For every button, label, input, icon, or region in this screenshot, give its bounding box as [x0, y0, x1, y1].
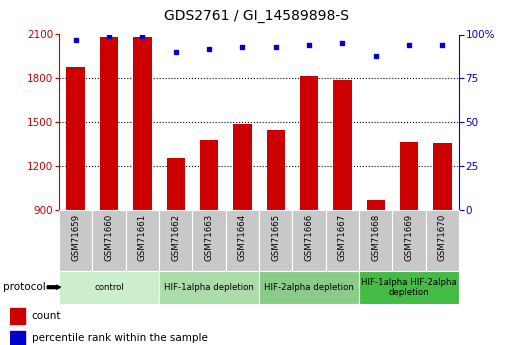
Text: count: count [32, 311, 62, 321]
Bar [59, 210, 92, 271]
Text: GSM71666: GSM71666 [305, 214, 313, 261]
Bar [259, 271, 359, 304]
Bar [226, 210, 259, 271]
Text: GSM71661: GSM71661 [138, 214, 147, 261]
Text: GSM71662: GSM71662 [171, 214, 180, 261]
Bar [159, 271, 259, 304]
Text: GDS2761 / GI_14589898-S: GDS2761 / GI_14589898-S [164, 9, 349, 23]
Bar [326, 210, 359, 271]
Bar [359, 271, 459, 304]
Bar [300, 76, 318, 210]
Bar [126, 210, 159, 271]
Text: HIF-1alpha depletion: HIF-1alpha depletion [164, 283, 254, 292]
Bar [233, 124, 251, 210]
Text: HIF-1alpha HIF-2alpha
depletion: HIF-1alpha HIF-2alpha depletion [361, 277, 457, 297]
Bar [100, 37, 118, 210]
Bar [433, 143, 451, 210]
Bar [267, 130, 285, 210]
Text: GSM71667: GSM71667 [338, 214, 347, 261]
Text: GSM71668: GSM71668 [371, 214, 380, 261]
Text: percentile rank within the sample: percentile rank within the sample [32, 333, 208, 343]
Text: GSM71660: GSM71660 [105, 214, 113, 261]
Bar [133, 37, 151, 210]
Bar [167, 158, 185, 210]
Text: protocol: protocol [3, 282, 45, 292]
Text: GSM71670: GSM71670 [438, 214, 447, 261]
Bar [200, 140, 218, 210]
Bar [10, 331, 25, 345]
Bar [10, 308, 25, 324]
Bar [159, 210, 192, 271]
Bar [67, 67, 85, 210]
Bar [392, 210, 426, 271]
Bar [359, 210, 392, 271]
Text: control: control [94, 283, 124, 292]
Text: GSM71663: GSM71663 [205, 214, 213, 261]
Bar [259, 210, 292, 271]
Bar [292, 210, 326, 271]
Text: GSM71669: GSM71669 [405, 214, 413, 260]
Bar [192, 210, 226, 271]
Bar [333, 80, 351, 210]
Bar [400, 141, 418, 210]
Bar [426, 210, 459, 271]
Text: GSM71659: GSM71659 [71, 214, 80, 260]
Bar [92, 210, 126, 271]
Text: GSM71664: GSM71664 [238, 214, 247, 261]
Text: GSM71665: GSM71665 [271, 214, 280, 261]
Text: HIF-2alpha depletion: HIF-2alpha depletion [264, 283, 354, 292]
Bar [367, 200, 385, 210]
Bar [59, 271, 159, 304]
